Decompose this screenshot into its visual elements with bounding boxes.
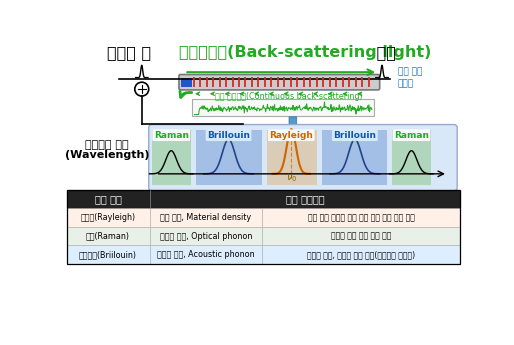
Text: 레일리(Rayleigh): 레일리(Rayleigh) xyxy=(81,213,136,222)
Text: 후방산란 신호: 후방산란 신호 xyxy=(85,140,128,150)
Text: 후방산란광(Back-scattering light): 후방산란광(Back-scattering light) xyxy=(179,46,431,60)
Bar xyxy=(67,208,150,227)
Text: Raman: Raman xyxy=(394,131,429,140)
Text: 라만(Raman): 라만(Raman) xyxy=(86,232,130,241)
Text: 비탄성 산란, 주파수 영역 측정(브릴루앙 주파수): 비탄성 산란, 주파수 영역 측정(브릴루앙 주파수) xyxy=(307,250,415,259)
Bar xyxy=(150,208,262,227)
Text: Brillouin: Brillouin xyxy=(207,131,250,140)
FancyBboxPatch shape xyxy=(149,125,457,191)
Text: 활용: 활용 xyxy=(371,46,396,60)
Bar xyxy=(67,245,150,264)
Bar xyxy=(262,208,460,227)
Bar xyxy=(67,190,460,208)
Text: 브릴투앙(Briilouin): 브릴투앙(Briilouin) xyxy=(79,250,137,259)
Text: 연속 후방산란(Continuous back-scattering): 연속 후방산란(Continuous back-scattering) xyxy=(215,91,363,101)
Bar xyxy=(262,227,460,245)
Bar xyxy=(392,130,431,185)
Bar xyxy=(152,130,191,185)
Text: $\nu_0$: $\nu_0$ xyxy=(286,172,297,184)
Bar xyxy=(67,190,460,264)
Bar xyxy=(192,99,374,116)
Bar xyxy=(262,245,460,264)
Bar xyxy=(267,130,317,185)
Text: 온도에 따른 산란 세기 측정: 온도에 따른 산란 세기 측정 xyxy=(331,232,391,241)
Text: 비탄성 산란, Acoustic phonon: 비탄성 산란, Acoustic phonon xyxy=(157,250,254,259)
Bar xyxy=(181,78,192,87)
Bar xyxy=(196,130,262,185)
Text: 탄성 산란, Material density: 탄성 산란, Material density xyxy=(160,213,251,222)
FancyBboxPatch shape xyxy=(179,75,380,90)
Text: Brillouin: Brillouin xyxy=(334,131,376,140)
Text: 산란 형태: 산란 형태 xyxy=(95,194,121,204)
Text: 매질 밀도 변화나 균열 등에 의한 산란 세기 측정: 매질 밀도 변화나 균열 등에 의한 산란 세기 측정 xyxy=(308,213,414,222)
Text: Rayleigh: Rayleigh xyxy=(269,131,313,140)
Text: (Wavelength): (Wavelength) xyxy=(65,150,149,160)
Bar xyxy=(150,245,262,264)
Bar xyxy=(67,227,150,245)
Text: 센싱 영역
광섬유: 센싱 영역 광섬유 xyxy=(397,67,422,88)
Text: 센싱 메커니즘: 센싱 메커니즘 xyxy=(286,194,324,204)
FancyArrow shape xyxy=(287,117,299,130)
Bar xyxy=(150,227,262,245)
Text: 광섬유 내: 광섬유 내 xyxy=(107,46,157,60)
Text: 비탄성 산란, Optical phonon: 비탄성 산란, Optical phonon xyxy=(159,232,252,241)
Bar xyxy=(322,130,388,185)
Text: Raman: Raman xyxy=(154,131,189,140)
